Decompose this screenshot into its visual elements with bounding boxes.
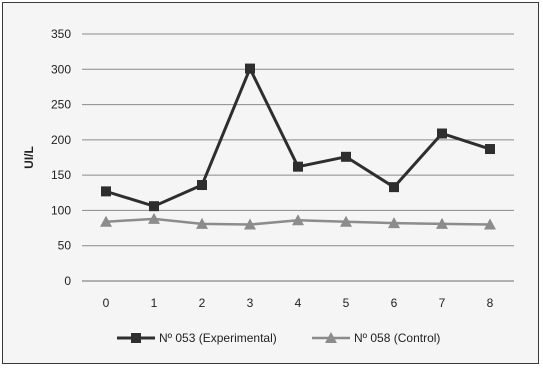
data-point: [436, 217, 448, 229]
data-point: [245, 63, 255, 74]
chart-frame: [2, 2, 539, 364]
gridlines: [82, 33, 514, 282]
x-tick-label: 3: [247, 296, 254, 310]
data-point: [148, 212, 160, 224]
y-tick-label: 100: [51, 203, 71, 217]
y-tick-label: 350: [51, 27, 71, 41]
legend-label: Nº 053 (Experimental): [159, 331, 277, 345]
data-point: [293, 161, 303, 172]
data-point: [389, 182, 399, 193]
data-point: [101, 186, 111, 197]
y-axis-title: UI/L: [22, 146, 36, 169]
data-point: [100, 215, 112, 227]
series-1: [101, 63, 495, 212]
y-tick-label: 150: [51, 168, 71, 182]
data-point: [292, 214, 304, 226]
x-tick-label: 2: [199, 296, 206, 310]
y-tick-label: 0: [64, 274, 71, 288]
x-tick-labels: 0 1 2 3 4 5 6 7 8: [103, 296, 494, 310]
data-point: [244, 218, 256, 230]
data-point: [341, 151, 351, 162]
series-group: [100, 63, 496, 230]
x-tick-label: 8: [487, 296, 494, 310]
data-point: [388, 217, 400, 229]
y-tick-label: 50: [58, 239, 72, 253]
y-tick-label: 300: [51, 62, 71, 76]
x-tick-label: 7: [439, 296, 446, 310]
x-tick-label: 0: [103, 296, 110, 310]
data-point: [196, 217, 208, 229]
legend: Nº 053 (Experimental) Nº 058 (Control): [117, 331, 440, 345]
x-tick-label: 1: [151, 296, 158, 310]
legend-marker: [325, 332, 337, 343]
data-point: [485, 144, 495, 155]
data-point: [437, 128, 447, 139]
legend-item: Nº 053 (Experimental): [117, 331, 277, 345]
y-tick-labels: 0 50 100 150 200 250 300 350: [51, 27, 71, 288]
data-point: [197, 180, 207, 191]
x-tick-label: 5: [343, 296, 350, 310]
data-point: [340, 215, 352, 227]
series-2: [100, 212, 496, 230]
legend-label: Nº 058 (Control): [354, 331, 440, 345]
data-point: [484, 218, 496, 230]
data-point: [149, 201, 159, 212]
series-line: [105, 64, 491, 208]
y-tick-label: 250: [51, 98, 71, 112]
x-tick-label: 4: [295, 296, 302, 310]
legend-item: Nº 058 (Control): [312, 331, 440, 345]
legend-marker: [131, 333, 141, 343]
y-tick-label: 200: [51, 133, 71, 147]
x-tick-label: 6: [391, 296, 398, 310]
